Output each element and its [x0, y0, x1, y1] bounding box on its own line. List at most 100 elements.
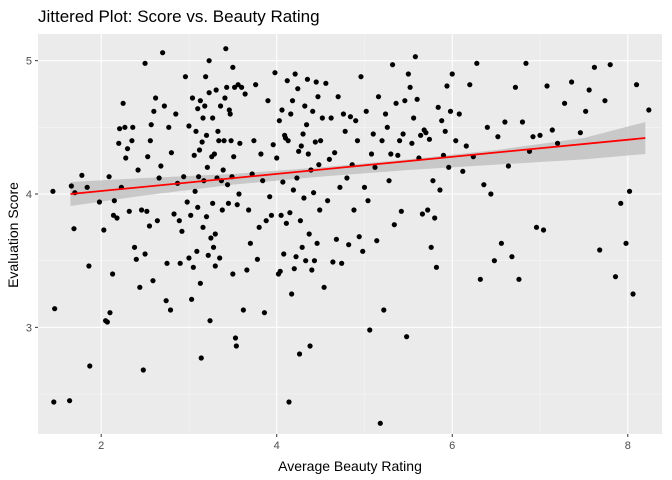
data-point — [456, 111, 462, 117]
data-point — [484, 124, 490, 130]
data-point — [265, 98, 271, 104]
data-point — [432, 215, 438, 221]
data-point — [395, 152, 401, 158]
data-point — [254, 256, 261, 262]
data-point — [177, 260, 183, 266]
data-point — [389, 62, 396, 68]
data-point — [426, 136, 433, 142]
data-point — [126, 208, 132, 214]
data-point — [199, 139, 205, 145]
x-tick-label: 8 — [625, 440, 631, 452]
data-point — [79, 172, 85, 178]
data-point — [335, 94, 341, 100]
data-point — [210, 200, 216, 206]
data-point — [388, 151, 394, 157]
data-point — [233, 343, 239, 349]
data-point — [540, 227, 547, 233]
data-point — [307, 343, 313, 349]
data-point — [181, 174, 187, 180]
data-point — [365, 198, 371, 204]
data-point — [52, 306, 58, 312]
data-point — [407, 84, 413, 90]
data-point — [212, 231, 218, 237]
data-point — [292, 71, 298, 77]
data-point — [291, 266, 297, 272]
data-point — [440, 152, 447, 158]
data-point — [370, 131, 376, 137]
data-point — [164, 260, 170, 266]
data-point — [280, 179, 286, 185]
data-point — [356, 234, 362, 240]
data-point — [133, 256, 139, 262]
data-point — [467, 82, 473, 88]
data-point — [253, 82, 259, 88]
data-point — [591, 64, 598, 70]
data-point — [207, 318, 213, 324]
data-point — [198, 355, 204, 361]
data-point — [323, 80, 329, 86]
data-point — [153, 95, 159, 101]
data-point — [242, 91, 248, 97]
data-point — [260, 178, 266, 184]
data-point — [419, 211, 426, 217]
data-point — [633, 82, 640, 88]
data-point — [425, 207, 431, 213]
data-point — [230, 64, 236, 70]
data-point — [583, 108, 589, 114]
data-point — [505, 163, 512, 169]
data-point — [150, 278, 156, 284]
data-point — [289, 291, 295, 297]
data-point — [51, 399, 57, 405]
data-point — [326, 156, 332, 162]
data-point — [626, 188, 633, 194]
data-point — [474, 60, 480, 66]
data-point — [288, 111, 294, 117]
data-point — [337, 184, 343, 190]
data-point — [316, 162, 322, 168]
data-point — [258, 151, 264, 157]
data-point — [122, 124, 128, 130]
data-point — [71, 226, 77, 232]
data-point — [460, 168, 466, 174]
data-point — [446, 164, 452, 170]
data-point — [498, 240, 504, 246]
plot-panel — [38, 34, 662, 434]
data-point — [404, 334, 410, 340]
data-point — [400, 131, 406, 137]
data-point — [382, 111, 389, 117]
data-point — [372, 164, 378, 170]
data-point — [477, 276, 483, 282]
axis-layer: 2 4 6 8 3 4 5 — [26, 56, 631, 452]
regression-line — [70, 137, 646, 195]
data-point — [116, 140, 122, 146]
data-point — [244, 267, 250, 273]
data-point — [179, 228, 185, 234]
data-point — [186, 255, 192, 261]
data-point — [411, 115, 417, 121]
data-point — [300, 131, 306, 137]
data-point — [444, 83, 450, 89]
data-point — [339, 260, 345, 266]
data-point — [367, 327, 373, 333]
data-point — [351, 207, 357, 213]
data-point — [285, 138, 291, 144]
data-point — [418, 132, 424, 138]
data-point — [586, 87, 592, 93]
data-point — [409, 140, 415, 146]
data-point — [219, 207, 225, 213]
data-point — [190, 264, 196, 270]
y-axis-title: Evaluation Score — [5, 182, 21, 288]
data-point — [332, 150, 338, 156]
data-point — [68, 183, 74, 189]
data-point — [502, 119, 508, 125]
data-point — [224, 182, 231, 188]
data-point — [111, 198, 117, 204]
data-point — [268, 212, 275, 218]
data-point — [188, 212, 194, 218]
data-point — [203, 74, 209, 80]
data-point — [106, 174, 112, 180]
data-point — [140, 367, 146, 373]
data-point — [203, 132, 210, 138]
data-point — [160, 50, 166, 56]
